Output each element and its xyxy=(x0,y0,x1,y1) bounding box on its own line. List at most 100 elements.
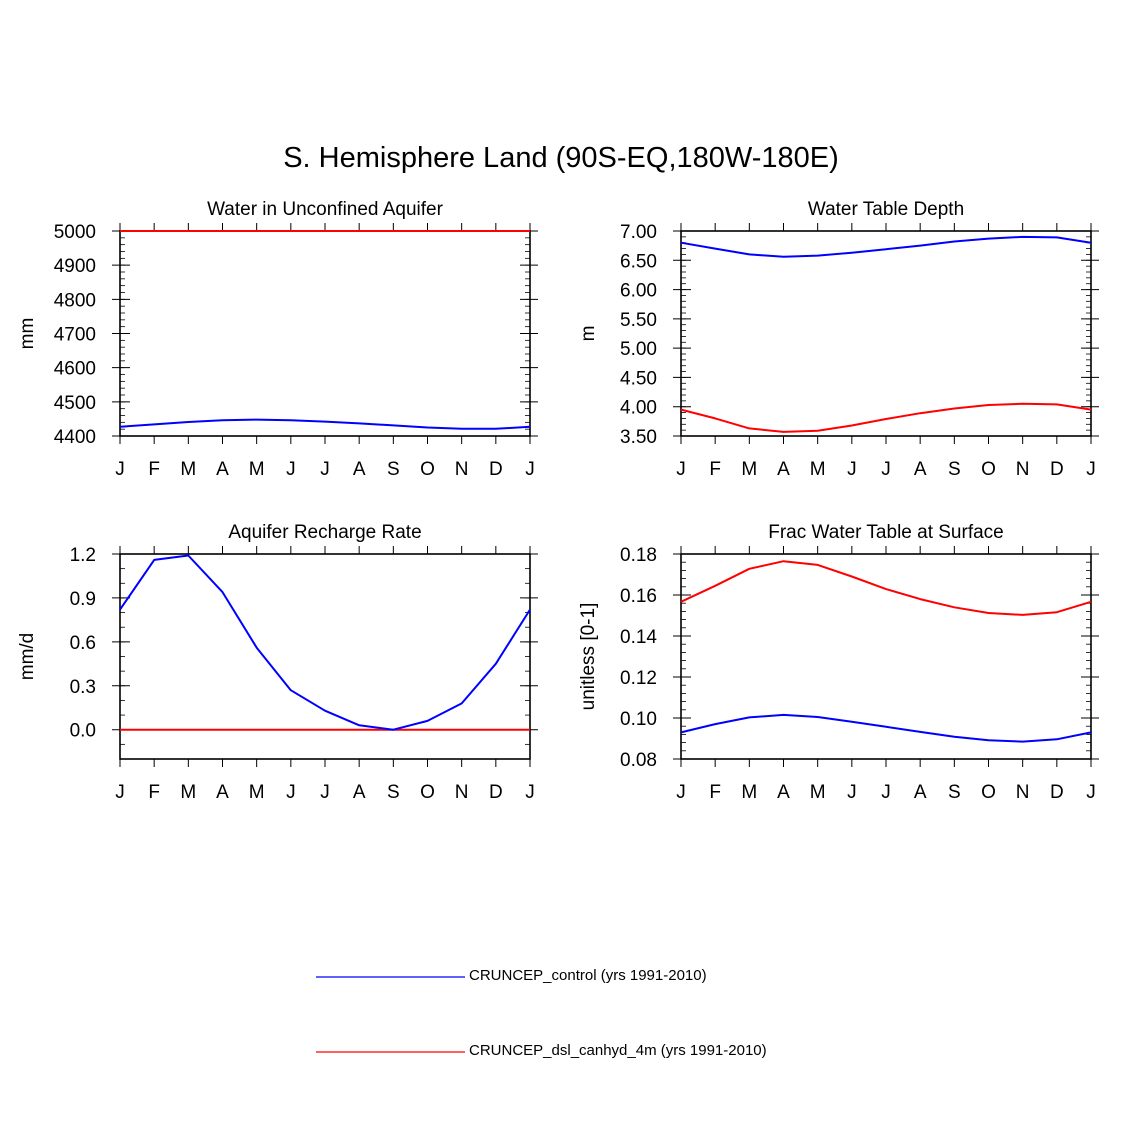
series-line xyxy=(680,402,1092,433)
y-tick-label: 3.50 xyxy=(620,427,657,448)
subplot-title: Water Table Depth xyxy=(808,199,964,220)
x-tick-label: J xyxy=(115,459,125,480)
y-axis-label: mm xyxy=(17,318,38,350)
figure-title: S. Hemisphere Land (90S-EQ,180W-180E) xyxy=(283,142,839,174)
plot-frame xyxy=(680,553,1092,760)
y-tick-label: 4800 xyxy=(54,290,96,311)
y-tick-label: 0.9 xyxy=(70,589,96,610)
x-tick-label: O xyxy=(420,459,435,480)
x-tick-label: J xyxy=(320,459,330,480)
x-tick-label: J xyxy=(525,459,535,480)
plot-frame xyxy=(119,230,531,437)
x-tick-label: M xyxy=(249,459,265,480)
y-axis-label: m xyxy=(578,326,599,342)
y-tick-label: 0.12 xyxy=(620,668,657,689)
subplot-title: Water in Unconfined Aquifer xyxy=(207,199,444,220)
x-tick-label: M xyxy=(741,782,757,803)
subplot-title: Frac Water Table at Surface xyxy=(768,522,1004,543)
y-tick-label: 4500 xyxy=(54,393,96,414)
y-tick-label: 0.16 xyxy=(620,586,657,607)
x-tick-label: A xyxy=(914,782,927,803)
x-tick-label: A xyxy=(216,782,229,803)
x-tick-label: S xyxy=(387,782,400,803)
y-tick-label: 0.08 xyxy=(620,750,657,771)
series-line xyxy=(119,418,531,430)
chart-panel-2: J F M A M J J A S O N D J3.504.004.505.005.506.006.5… xyxy=(578,199,1099,480)
plot-frame xyxy=(680,230,1092,437)
x-tick-label: M xyxy=(810,782,826,803)
y-axis-label: unitless [0-1] xyxy=(578,603,599,711)
series-line xyxy=(119,554,531,731)
x-tick-label: J xyxy=(1086,782,1096,803)
y-tick-label: 4600 xyxy=(54,359,96,380)
x-tick-label: A xyxy=(353,782,366,803)
x-tick-label: J xyxy=(320,782,330,803)
y-tick-label: 4.00 xyxy=(620,398,657,419)
x-tick-label: F xyxy=(148,459,160,480)
y-tick-label: 0.14 xyxy=(620,627,657,648)
x-tick-label: J xyxy=(881,459,891,480)
y-tick-label: 4900 xyxy=(54,256,96,277)
x-tick-label: M xyxy=(180,459,196,480)
x-tick-label: N xyxy=(455,782,469,803)
x-tick-label: O xyxy=(420,782,435,803)
x-tick-label: A xyxy=(777,782,790,803)
series-line xyxy=(680,560,1092,616)
x-tick-label: A xyxy=(777,459,790,480)
x-tick-label: O xyxy=(981,459,996,480)
y-tick-label: 0.18 xyxy=(620,545,657,566)
x-tick-label: M xyxy=(741,459,757,480)
plot-frame xyxy=(119,553,531,760)
x-tick-label: A xyxy=(914,459,927,480)
y-tick-label: 0.10 xyxy=(620,709,657,730)
x-tick-label: A xyxy=(216,459,229,480)
x-tick-label: S xyxy=(948,459,961,480)
x-tick-label: N xyxy=(455,459,469,480)
y-tick-label: 5.50 xyxy=(620,310,657,331)
x-tick-label: F xyxy=(709,459,721,480)
x-tick-label: J xyxy=(1086,459,1096,480)
y-axis-label: mm/d xyxy=(17,633,38,681)
x-tick-label: J xyxy=(676,782,686,803)
y-tick-label: 0.3 xyxy=(70,677,96,698)
chart-panel-1: J F M A M J J A S O N D J440045004600470048004900500… xyxy=(17,199,538,480)
y-tick-label: 4700 xyxy=(54,325,96,346)
x-tick-label: D xyxy=(489,782,503,803)
x-tick-label: D xyxy=(1050,782,1064,803)
y-tick-label: 1.2 xyxy=(70,545,96,566)
x-tick-label: M xyxy=(180,782,196,803)
x-tick-label: S xyxy=(948,782,961,803)
x-tick-label: J xyxy=(847,782,857,803)
x-tick-label: S xyxy=(387,459,400,480)
x-tick-label: M xyxy=(810,459,826,480)
x-tick-label: A xyxy=(353,459,366,480)
chart-panel-4: J F M A M J J A S O N D J0.080.100.120.140.160.18Fra… xyxy=(578,522,1099,803)
subplot-title: Aquifer Recharge Rate xyxy=(228,522,421,543)
x-tick-label: J xyxy=(286,782,296,803)
x-tick-label: D xyxy=(489,459,503,480)
x-tick-label: J xyxy=(286,459,296,480)
y-tick-label: 6.00 xyxy=(620,281,657,302)
series-line xyxy=(680,235,1092,258)
y-tick-label: 0.0 xyxy=(70,721,96,742)
series-line xyxy=(680,713,1092,743)
y-tick-label: 0.6 xyxy=(70,633,96,654)
x-tick-label: M xyxy=(249,782,265,803)
x-tick-label: J xyxy=(525,782,535,803)
y-tick-label: 4.50 xyxy=(620,368,657,389)
x-tick-label: F xyxy=(148,782,160,803)
y-tick-label: 7.00 xyxy=(620,222,657,243)
x-tick-label: J xyxy=(881,782,891,803)
y-tick-label: 5.00 xyxy=(620,339,657,360)
y-tick-label: 6.50 xyxy=(620,251,657,272)
x-tick-label: J xyxy=(847,459,857,480)
x-tick-label: N xyxy=(1016,782,1030,803)
x-tick-label: N xyxy=(1016,459,1030,480)
y-tick-label: 5000 xyxy=(54,222,96,243)
x-tick-label: D xyxy=(1050,459,1064,480)
x-tick-label: O xyxy=(981,782,996,803)
x-tick-label: J xyxy=(676,459,686,480)
x-tick-label: F xyxy=(709,782,721,803)
